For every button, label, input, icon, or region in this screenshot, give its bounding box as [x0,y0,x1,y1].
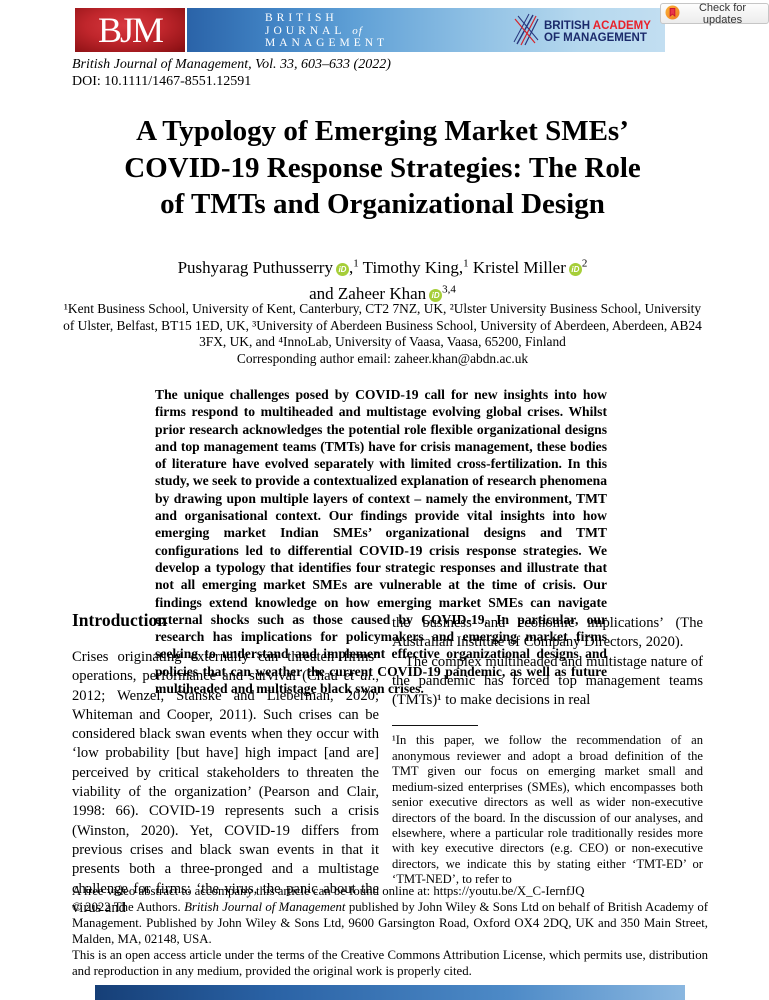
journal-name-line3: MANAGEMENT [265,37,389,49]
bam-logo-text: BRITISH ACADEMY OF MANAGEMENT [544,20,651,45]
bam-crossing-lines-icon [513,13,539,51]
introduction-heading: Introduction [72,610,167,630]
bjm-logo-text: BJM [97,10,164,50]
intro-paragraph-1: Crises originating externally can threat… [72,649,379,916]
orcid-icon[interactable]: iD [568,262,582,276]
title-line-3: of TMTs and Organizational Design [160,188,605,220]
author-line-1: Pushyarag Puthusserry iD ,1 Timothy King,1… [50,252,715,279]
next-page-banner-partial [95,985,685,1000]
journal-name-line1: BRITISH [265,12,338,24]
author-4: and Zaheer Khan iD3,4 [309,283,456,304]
abstract-paragraph: The unique challenges posed by COVID-19 … [155,387,607,697]
bjm-logo: BJM [75,8,185,52]
affiliations-block: ¹Kent Business School, University of Ken… [60,301,705,367]
author-list: Pushyarag Puthusserry iD ,1 Timothy King,1… [50,252,715,305]
orcid-icon[interactable]: iD [429,289,443,303]
affiliations-text: ¹Kent Business School, University of Ken… [63,301,702,350]
video-abstract-line: A free video abstract to accompany this … [72,884,585,898]
bam-logo: BRITISH ACADEMY OF MANAGEMENT [513,13,651,51]
bam-line1: BRITISH ACADEMY [544,19,651,32]
page-footer: A free video abstract to accompany this … [72,883,708,979]
author-3: Kristel Miller iD2 [472,257,588,277]
author-line-2: and Zaheer Khan iD3,4 [50,279,715,306]
check-for-updates-button[interactable]: Check for updates [660,1,769,26]
intro-paragraph-continued: the business and economic implications’ … [392,615,703,651]
check-for-updates-label: Check for updates [698,1,747,26]
journal-name-line2: JOURNAL of [265,24,363,37]
citation-block: British Journal of Management, Vol. 33, … [72,56,391,90]
corresponding-author-line: Corresponding author email: zaheer.khan@… [236,350,529,366]
bam-line2: OF MANAGEMENT [544,32,647,44]
banner-blue-gradient [187,8,665,52]
title-line-1: A Typology of Emerging Market SMEs’ [136,115,629,147]
right-column: the business and economic implications’ … [392,614,703,900]
license-line: This is an open access article under the… [72,948,708,978]
doi-line: DOI: 10.1111/1467-8551.12591 [72,74,252,89]
orcid-icon[interactable]: iD [335,262,349,276]
intro-paragraph-2: The complex multiheaded and multistage n… [392,653,703,709]
footnote-separator [392,725,478,727]
journal-header-banner: BJM BRITISH JOURNAL of MANAGEMENT BRITIS… [75,8,665,52]
article-title: A Typology of Emerging Market SMEs’ COVI… [40,113,725,223]
crossmark-icon [665,5,680,23]
copyright-line: © 2022 The Authors. British Journal of M… [72,900,708,946]
author-2: Timothy King,1 [362,257,469,277]
author-1: Pushyarag Puthusserry iD ,1 [177,257,359,277]
left-column: Introduction Crises originating external… [72,610,379,918]
title-line-2: COVID-19 Response Strategies: The Role [124,151,641,184]
journal-citation-line: British Journal of Management, Vol. 33, … [72,57,391,72]
journal-name: BRITISH JOURNAL of MANAGEMENT [265,12,388,50]
footnote-1: ¹In this paper, we follow the recommenda… [392,733,703,887]
